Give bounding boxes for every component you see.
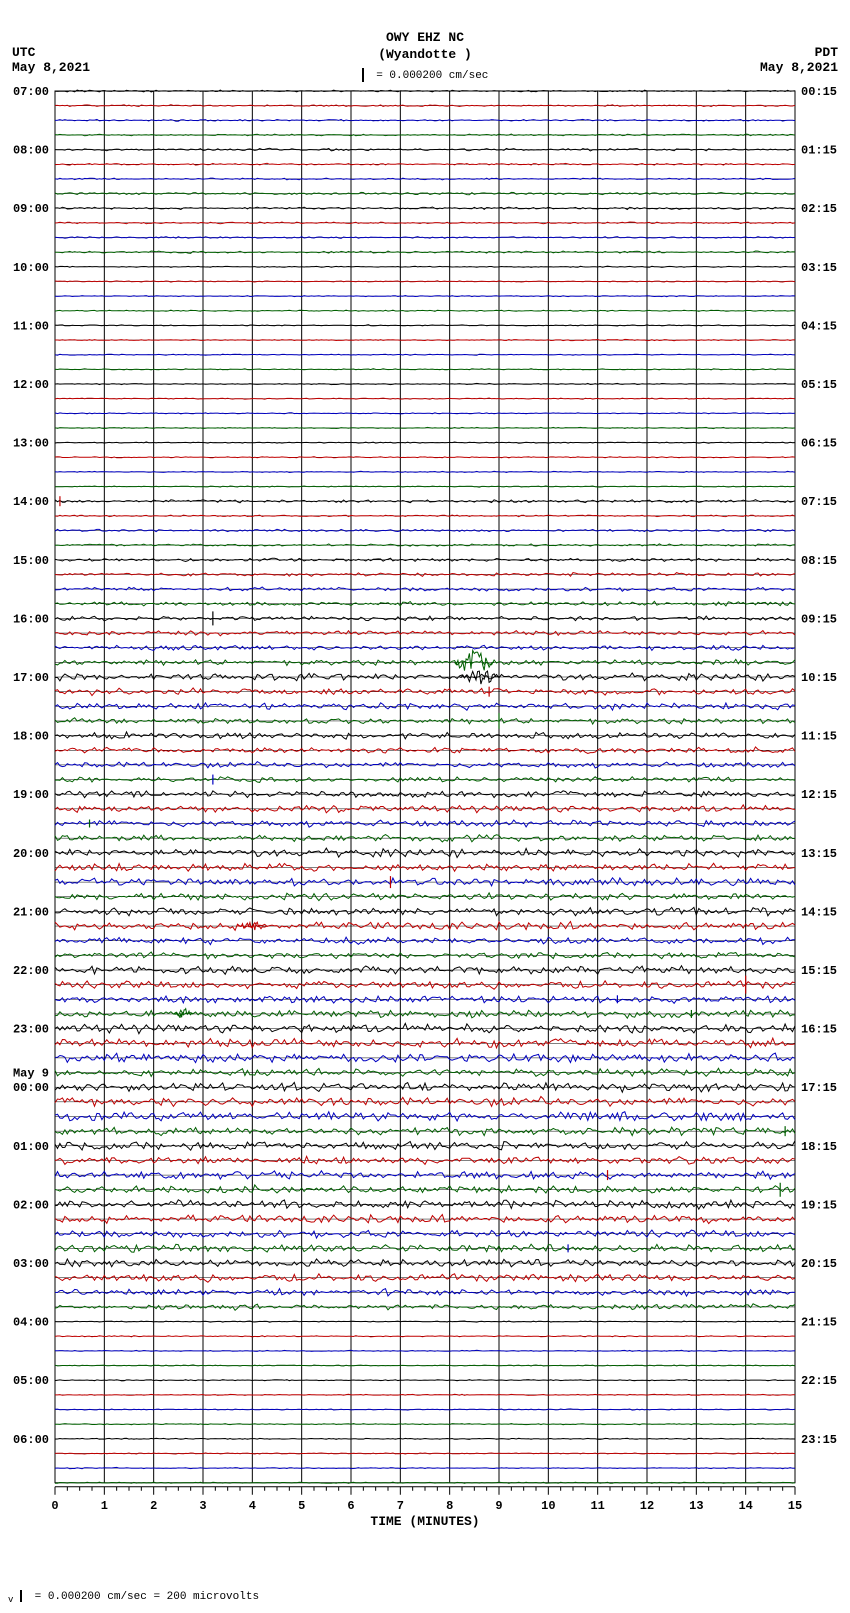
svg-text:14:00: 14:00 [13,495,49,509]
svg-text:21:15: 21:15 [801,1316,837,1330]
svg-text:16:00: 16:00 [13,612,49,626]
svg-text:05:00: 05:00 [13,1374,49,1388]
svg-text:03:00: 03:00 [13,1257,49,1271]
svg-text:11:00: 11:00 [13,319,49,333]
svg-text:23:15: 23:15 [801,1433,837,1447]
svg-text:02:00: 02:00 [13,1198,49,1212]
svg-text:13:00: 13:00 [13,437,49,451]
svg-text:15:15: 15:15 [801,964,837,978]
svg-text:10:15: 10:15 [801,671,837,685]
svg-text:20:00: 20:00 [13,847,49,861]
scale-bar-icon [362,68,364,82]
svg-text:8: 8 [446,1499,453,1513]
svg-text:02:15: 02:15 [801,202,837,216]
svg-text:2: 2 [150,1499,157,1513]
svg-text:18:00: 18:00 [13,730,49,744]
svg-text:17:00: 17:00 [13,671,49,685]
svg-text:7: 7 [397,1499,404,1513]
svg-text:07:15: 07:15 [801,495,837,509]
svg-text:22:15: 22:15 [801,1374,837,1388]
svg-text:3: 3 [199,1499,206,1513]
svg-text:08:00: 08:00 [13,144,49,158]
svg-text:13: 13 [689,1499,703,1513]
svg-text:10: 10 [541,1499,555,1513]
svg-text:21:00: 21:00 [13,905,49,919]
svg-text:05:15: 05:15 [801,378,837,392]
helicorder-plot: 07:00 08:00 09:00 10:00 11:00 12:00 13:00 14:00… [0,85,850,1555]
svg-text:13:15: 13:15 [801,847,837,861]
station-code: OWY EHZ NC [0,30,850,45]
svg-text:19:00: 19:00 [13,788,49,802]
svg-text:May 9: May 9 [13,1067,49,1081]
svg-text:17:15: 17:15 [801,1081,837,1095]
svg-text:01:15: 01:15 [801,144,837,158]
station-location: (Wyandotte ) [0,47,850,62]
svg-text:22:00: 22:00 [13,964,49,978]
svg-text:03:15: 03:15 [801,261,837,275]
timezone-left: UTC May 8,2021 [12,45,90,75]
svg-text:09:15: 09:15 [801,612,837,626]
svg-text:TIME (MINUTES): TIME (MINUTES) [370,1514,479,1529]
svg-text:14: 14 [738,1499,752,1513]
svg-text:15:00: 15:00 [13,554,49,568]
svg-text:12:00: 12:00 [13,378,49,392]
svg-text:00:15: 00:15 [801,85,837,99]
svg-text:1: 1 [101,1499,108,1513]
svg-text:04:00: 04:00 [13,1316,49,1330]
svg-text:4: 4 [249,1499,256,1513]
svg-text:6: 6 [347,1499,354,1513]
footer-scale: v = 0.000200 cm/sec = 200 microvolts [8,1590,259,1605]
svg-text:5: 5 [298,1499,305,1513]
svg-text:16:15: 16:15 [801,1023,837,1037]
svg-text:08:15: 08:15 [801,554,837,568]
svg-text:20:15: 20:15 [801,1257,837,1271]
svg-text:04:15: 04:15 [801,319,837,333]
svg-text:06:15: 06:15 [801,437,837,451]
svg-text:11:15: 11:15 [801,730,837,744]
scale-note: = 0.000200 cm/sec [0,68,850,82]
svg-text:11: 11 [590,1499,604,1513]
svg-text:14:15: 14:15 [801,905,837,919]
scale-bar-icon [20,1590,22,1602]
svg-text:10:00: 10:00 [13,261,49,275]
svg-text:00:00: 00:00 [13,1081,49,1095]
svg-text:9: 9 [495,1499,502,1513]
svg-text:01:00: 01:00 [13,1140,49,1154]
svg-text:0: 0 [51,1499,58,1513]
svg-text:15: 15 [788,1499,802,1513]
svg-text:07:00: 07:00 [13,85,49,99]
svg-text:06:00: 06:00 [13,1433,49,1447]
chart-header: OWY EHZ NC (Wyandotte ) = 0.000200 cm/se… [0,0,850,82]
timezone-right: PDT May 8,2021 [760,45,838,75]
svg-text:12: 12 [640,1499,654,1513]
svg-text:18:15: 18:15 [801,1140,837,1154]
svg-text:09:00: 09:00 [13,202,49,216]
svg-text:19:15: 19:15 [801,1198,837,1212]
svg-text:12:15: 12:15 [801,788,837,802]
svg-text:23:00: 23:00 [13,1023,49,1037]
